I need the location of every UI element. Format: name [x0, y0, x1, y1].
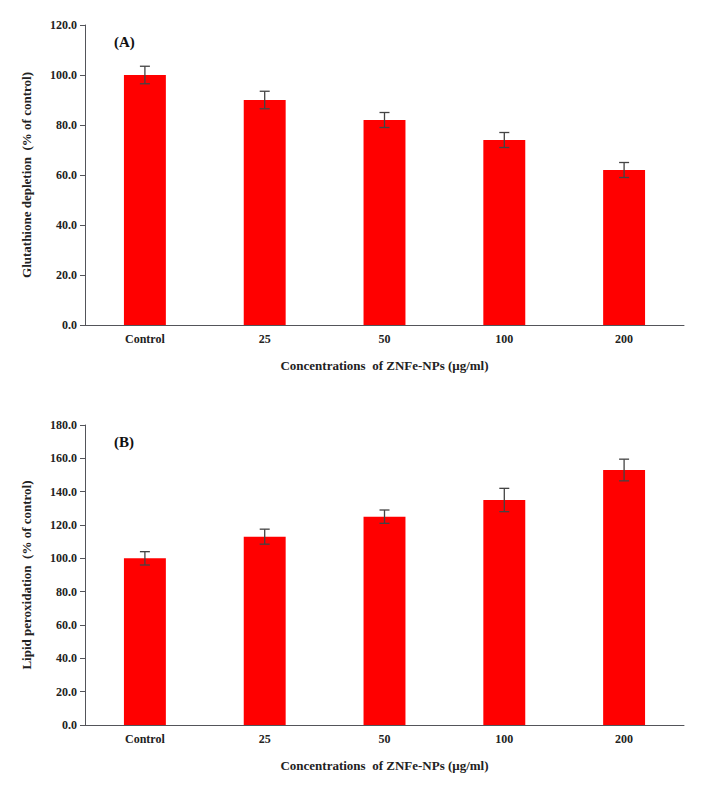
- svg-text:200: 200: [615, 332, 633, 346]
- svg-text:25: 25: [259, 332, 271, 346]
- svg-text:50: 50: [379, 732, 391, 746]
- svg-text:(B): (B): [114, 434, 134, 451]
- svg-text:Control: Control: [125, 732, 165, 746]
- svg-text:0.0: 0.0: [62, 318, 77, 332]
- svg-text:25: 25: [259, 732, 271, 746]
- svg-text:100.0: 100.0: [50, 68, 77, 82]
- svg-text:180.0: 180.0: [50, 418, 77, 432]
- svg-text:Glutathione depletion (% of c: Glutathione depletion (% of control): [19, 72, 34, 278]
- svg-text:160.0: 160.0: [50, 451, 77, 465]
- svg-text:100.0: 100.0: [50, 551, 77, 565]
- svg-text:60.0: 60.0: [56, 168, 77, 182]
- svg-text:140.0: 140.0: [50, 485, 77, 499]
- svg-text:20.0: 20.0: [56, 268, 77, 282]
- svg-text:(A): (A): [114, 34, 135, 51]
- svg-text:Concentrations of ZNFe-NPs (μ: Concentrations of ZNFe-NPs (μg/ml): [280, 358, 488, 373]
- svg-text:Lipid peroxidation (% of cont: Lipid peroxidation (% of control): [19, 480, 34, 669]
- svg-text:50: 50: [379, 332, 391, 346]
- svg-text:20.0: 20.0: [56, 685, 77, 699]
- svg-text:Control: Control: [125, 332, 165, 346]
- svg-text:100: 100: [495, 732, 513, 746]
- svg-text:40.0: 40.0: [56, 651, 77, 665]
- svg-text:Concentrations of ZNFe-NPs (μ: Concentrations of ZNFe-NPs (μg/ml): [280, 758, 488, 773]
- svg-text:60.0: 60.0: [56, 618, 77, 632]
- svg-text:40.0: 40.0: [56, 218, 77, 232]
- svg-text:200: 200: [615, 732, 633, 746]
- svg-text:0.0: 0.0: [62, 718, 77, 732]
- svg-text:80.0: 80.0: [56, 585, 77, 599]
- svg-text:80.0: 80.0: [56, 118, 77, 132]
- svg-text:120.0: 120.0: [50, 18, 77, 32]
- svg-text:120.0: 120.0: [50, 518, 77, 532]
- svg-text:100: 100: [495, 332, 513, 346]
